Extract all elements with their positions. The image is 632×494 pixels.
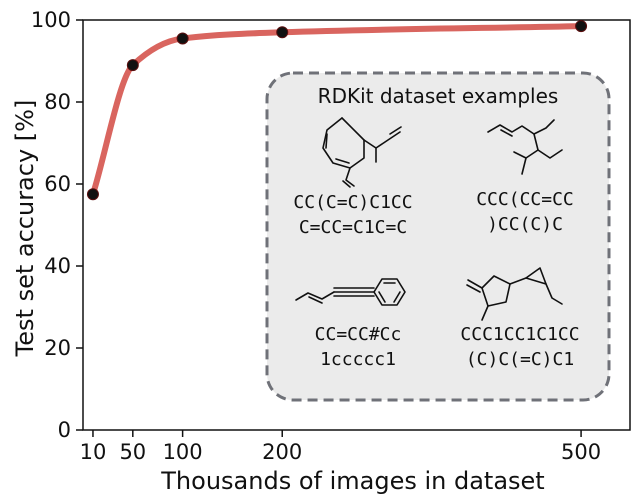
y-tick-label: 100 — [31, 8, 71, 32]
molecule-3-structure — [295, 278, 406, 306]
y-tick-label: 80 — [44, 90, 71, 114]
x-axis-label: Thousands of images in dataset — [160, 467, 544, 494]
y-axis-label: Test set accuracy [%] — [11, 100, 39, 358]
smiles-2-line2: )CC(C)C — [487, 214, 563, 235]
data-point — [276, 26, 289, 39]
smiles-2-line1: CCC(CC=CC — [476, 189, 574, 210]
molecule-4-structure — [466, 267, 563, 321]
smiles-1-line2: C=CC=C1C=C — [299, 217, 407, 238]
data-point — [86, 188, 99, 201]
plot-frame — [82, 19, 631, 431]
y-tick-label: 60 — [44, 172, 71, 196]
smiles-3-line2: 1ccccc1 — [320, 349, 396, 370]
inset-title: RDKit dataset examples — [318, 84, 559, 108]
axis-labels: Thousands of images in dataset Test set … — [11, 100, 545, 494]
y-tick-label: 40 — [44, 254, 71, 278]
smiles-4-line1: CCC1CC1C1CC — [460, 324, 579, 345]
x-tick-label: 100 — [163, 440, 203, 464]
smiles-4-line2: (C)C(=C)C1 — [466, 349, 574, 370]
smiles-1-line1: CC(C=C)C1CC — [293, 192, 412, 213]
y-tick-label: 0 — [58, 418, 71, 442]
examples-inset: RDKit dataset examples CC(C=C)C1CC C=CC=… — [265, 71, 611, 402]
molecule-1-structure — [322, 117, 402, 188]
data-point — [126, 59, 139, 72]
y-tick-label: 20 — [44, 336, 71, 360]
x-tick-label: 200 — [262, 440, 302, 464]
x-tick-label: 50 — [119, 440, 146, 464]
axes: 0 20 40 60 80 100 10 50 100 200 500 — [31, 8, 631, 464]
x-tick-label: 500 — [561, 440, 601, 464]
accuracy-curve — [89, 23, 585, 198]
inset-box — [265, 71, 611, 402]
data-point — [176, 32, 189, 45]
molecule-2-structure — [487, 119, 563, 175]
series-line — [89, 23, 585, 198]
data-point — [575, 20, 588, 33]
x-tick-label: 10 — [80, 440, 107, 464]
smiles-3-line1: CC=CC#Cc — [315, 324, 402, 345]
data-points — [86, 20, 588, 201]
